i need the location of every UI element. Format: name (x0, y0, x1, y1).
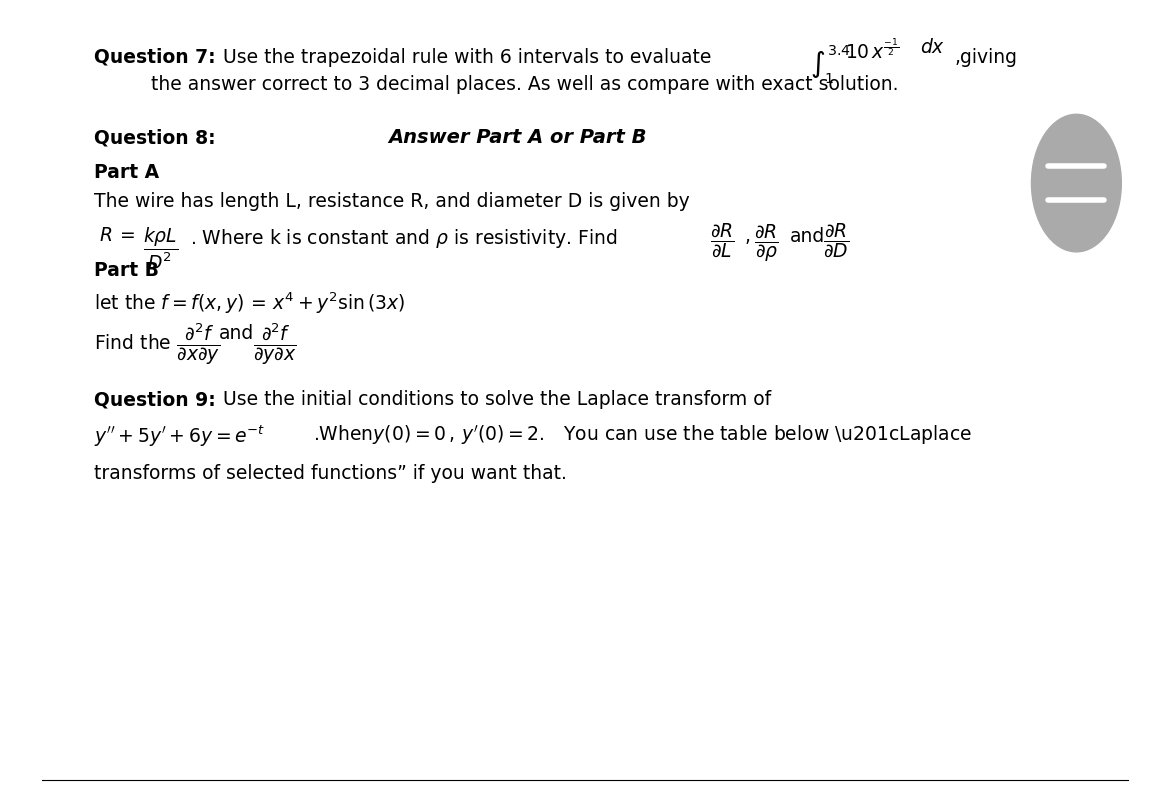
Text: Question 8:: Question 8: (94, 128, 215, 147)
Text: the answer correct to 3 decimal places. As well as compare with exact solution.: the answer correct to 3 decimal places. … (151, 75, 899, 94)
Text: Use the trapezoidal rule with 6 intervals to evaluate: Use the trapezoidal rule with 6 interval… (223, 48, 711, 67)
Text: $10\, x^{\frac{-1}{2}}$: $10\, x^{\frac{-1}{2}}$ (845, 38, 900, 63)
Text: let the $f = f(x, y)\, =\, x^4 + y^2\mathrm{sin}\,(3x)$: let the $f = f(x, y)\, =\, x^4 + y^2\mat… (94, 290, 405, 315)
Text: $\dfrac{k\rho L}{D^2}$: $\dfrac{k\rho L}{D^2}$ (144, 226, 179, 272)
Text: transforms of selected functions” if you want that.: transforms of selected functions” if you… (94, 465, 566, 483)
Text: Part A: Part A (94, 163, 159, 182)
Text: $dx$: $dx$ (921, 38, 945, 57)
Text: Find the $\dfrac{\partial^2 f}{\partial x \partial y}$: Find the $\dfrac{\partial^2 f}{\partial … (94, 322, 220, 368)
Text: Question 7:: Question 7: (94, 48, 215, 67)
Text: Answer Part A or Part B: Answer Part A or Part B (388, 128, 647, 147)
Text: Question 9:: Question 9: (94, 390, 215, 409)
Text: The wire has length L, resistance R, and diameter D is given by: The wire has length L, resistance R, and… (94, 193, 689, 211)
Text: $\int_{1}^{3.4}$: $\int_{1}^{3.4}$ (811, 44, 852, 86)
Text: .When$y(0) = 0\,,\,y'(0) = 2.\,$  You can use the table below \u201cLaplace: .When$y(0) = 0\,,\,y'(0) = 2.\,$ You can… (314, 423, 972, 447)
Text: $\dfrac{\partial R}{\partial D}$: $\dfrac{\partial R}{\partial D}$ (824, 222, 849, 260)
Text: . Where k is constant and $\rho$ is resistivity. Find: . Where k is constant and $\rho$ is resi… (190, 228, 618, 251)
Circle shape (1032, 115, 1121, 252)
Text: $\dfrac{\partial R}{\partial L}$: $\dfrac{\partial R}{\partial L}$ (710, 222, 735, 260)
Text: $y'' + 5y' + 6y = e^{-t}$: $y'' + 5y' + 6y = e^{-t}$ (94, 423, 266, 448)
Text: and: and (790, 228, 825, 247)
Text: Part B: Part B (94, 261, 159, 280)
Text: Use the initial conditions to solve the Laplace transform of: Use the initial conditions to solve the … (223, 390, 771, 409)
Text: $\dfrac{\partial R}{\partial \rho}$: $\dfrac{\partial R}{\partial \rho}$ (753, 222, 778, 264)
Text: ,: , (744, 228, 750, 247)
Text: and: and (219, 325, 254, 344)
Text: $\dfrac{\partial^2 f}{\partial y \partial x}$: $\dfrac{\partial^2 f}{\partial y \partia… (253, 322, 297, 368)
Text: $R\, =\,$: $R\, =\,$ (94, 226, 135, 245)
Text: ,giving: ,giving (955, 48, 1018, 67)
